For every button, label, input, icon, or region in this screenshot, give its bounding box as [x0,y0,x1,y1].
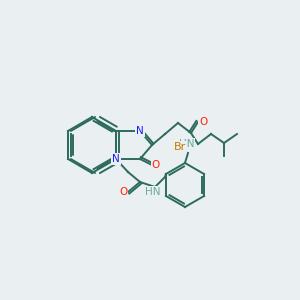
Text: N: N [136,126,144,136]
Text: O: O [199,117,207,127]
Text: O: O [152,160,160,170]
Text: HN: HN [145,187,161,197]
Text: HN: HN [178,139,194,149]
Text: Br: Br [174,142,186,152]
Text: O: O [119,187,127,197]
Text: N: N [112,154,120,164]
